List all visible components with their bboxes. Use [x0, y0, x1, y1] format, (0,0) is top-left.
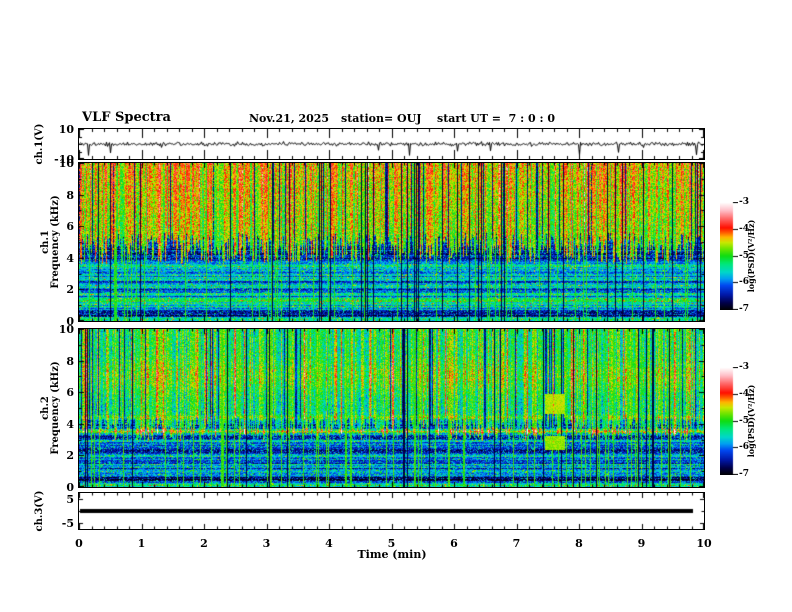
freq-tick-label: 8	[66, 354, 74, 368]
ch1-freq-axis-label: ch.1 Frequency (kHz)	[40, 195, 61, 289]
time-tick-label: 8	[575, 537, 583, 550]
ch1-spectrogram-plot	[79, 163, 704, 321]
time-tick-label: 1	[137, 537, 146, 550]
frequency-khz-label: Frequency (kHz)	[50, 195, 61, 289]
time-tick-label: 10	[696, 537, 712, 550]
ch1-waveform-panel	[78, 128, 705, 160]
ch3-waveform-plot	[79, 493, 704, 529]
time-tick-label: 2	[200, 537, 208, 550]
colorbar-tick-label: -4	[739, 388, 749, 399]
time-tick-label: 9	[637, 537, 646, 550]
ch3-waveform-panel	[78, 492, 705, 530]
ch1-waveform-plot	[79, 129, 704, 159]
ch2-spectrogram-panel	[78, 328, 705, 488]
ch3-volt-tick-label: -5	[61, 517, 74, 530]
freq-tick-label: 10	[58, 157, 74, 170]
freq-tick-label: 8	[66, 188, 74, 202]
colorbar-ch1	[720, 202, 738, 310]
time-tick-label: 0	[75, 537, 83, 550]
colorbar-tick-label: -3	[739, 362, 749, 372]
freq-tick-label: 2	[66, 283, 74, 297]
ch1-spectrogram-panel	[78, 162, 705, 322]
time-tick-label: 5	[387, 537, 396, 550]
freq-tick-label: 0	[66, 315, 74, 328]
colorbar-tick-label: -5	[739, 415, 749, 426]
date-label: Nov.21, 2025	[249, 112, 330, 125]
time-axis-label: Time (min)	[357, 548, 427, 561]
time-tick-label: 3	[262, 537, 271, 550]
colorbar-tick-label: -5	[739, 250, 749, 261]
colorbar-ch2	[720, 367, 738, 475]
ch2-spectrogram-plot	[79, 329, 704, 487]
freq-tick-label: 6	[66, 386, 74, 400]
freq-tick-label: 2	[66, 449, 74, 463]
ch2-freq-axis-label: ch.2 Frequency (kHz)	[40, 361, 61, 455]
ch3-volt-tick-label: 5	[66, 493, 74, 506]
time-tick-label: 7	[512, 537, 521, 550]
colorbar-tick-label: -7	[739, 304, 749, 314]
colorbar-tick-label: -4	[739, 223, 749, 234]
colorbar-tick-label: -3	[739, 197, 749, 207]
freq-tick-label: 6	[66, 220, 74, 234]
frequency-khz-label: Frequency (kHz)	[50, 361, 61, 455]
time-tick-label: 6	[450, 537, 458, 550]
ch1-volt-tick-label: 10	[58, 123, 74, 136]
ch1-volt-tick-label: -10	[54, 153, 74, 166]
start-ut-label: start UT = 7 : 0 : 0	[437, 112, 555, 125]
station-label: station= OUJ	[341, 112, 422, 125]
colorbar-tick-label: -6	[739, 442, 749, 453]
freq-tick-label: 4	[66, 417, 74, 431]
colorbar-tick-label: -7	[739, 469, 749, 479]
freq-tick-label: 0	[66, 481, 74, 494]
freq-tick-label: 4	[66, 251, 74, 265]
figure-title: VLF Spectra	[82, 110, 171, 125]
colorbar-tick-label: -6	[739, 277, 749, 288]
freq-tick-label: 10	[58, 323, 74, 336]
time-tick-label: 4	[325, 537, 333, 550]
